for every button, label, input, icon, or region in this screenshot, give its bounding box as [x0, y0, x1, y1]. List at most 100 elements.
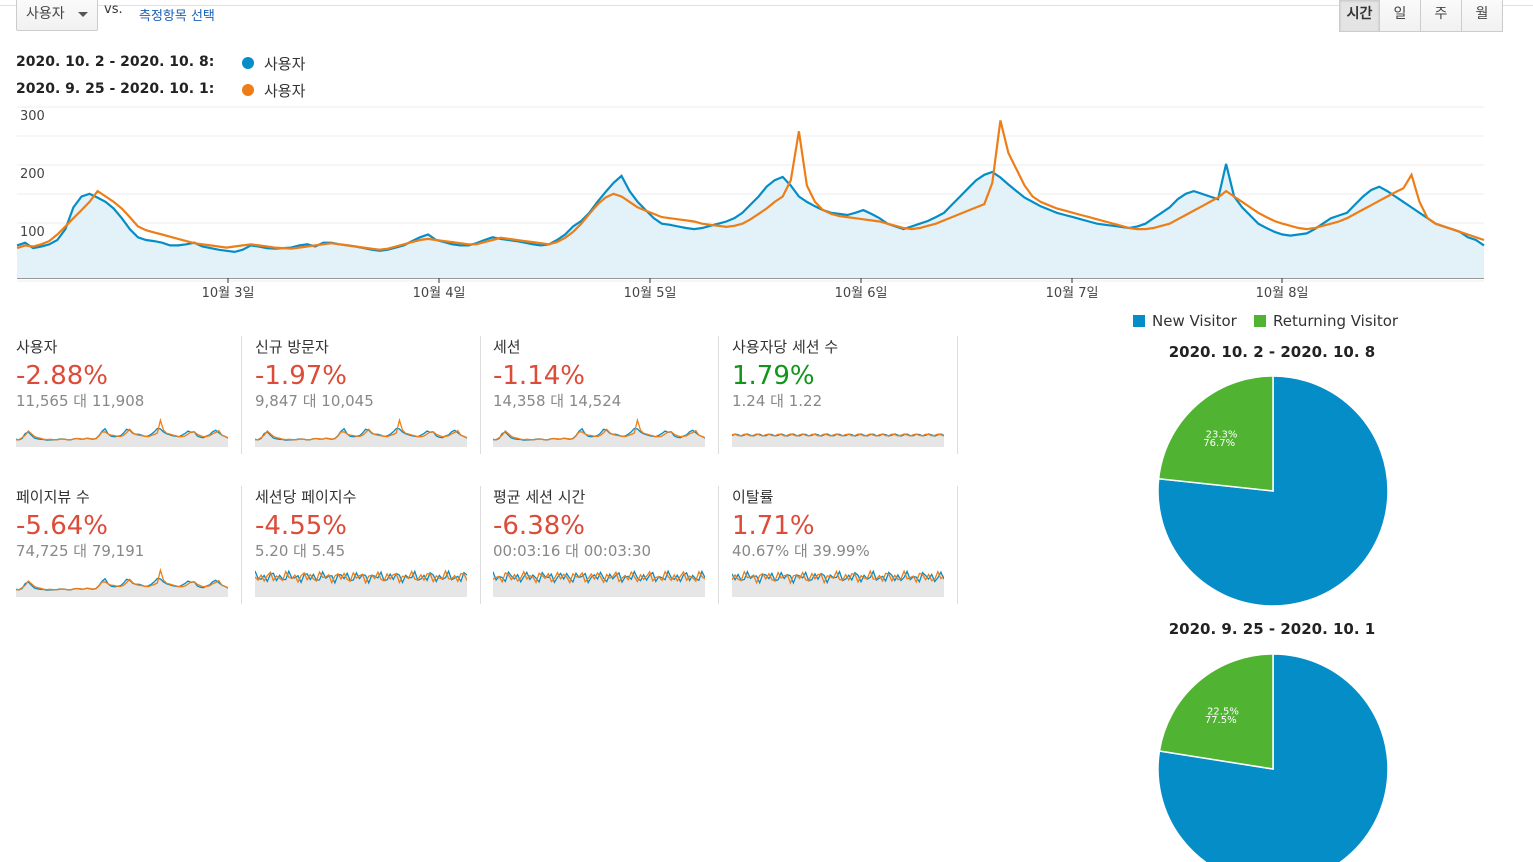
metric-sparkline: [732, 433, 944, 447]
metric-select[interactable]: 사용자: [16, 0, 98, 31]
metric-sparkline: [493, 417, 705, 447]
x-tick-label: 10월 8일: [1256, 286, 1309, 301]
metric-sparkline: [255, 569, 467, 597]
sparkline-area: [493, 428, 705, 447]
pie-title-previous: 2020. 9. 25 - 2020. 10. 1: [1168, 620, 1376, 638]
sparkline-previous: [732, 433, 944, 437]
metric-compare-values: 40.67% 대 39.99%: [732, 542, 870, 560]
dropdown-caret-icon: [78, 12, 88, 17]
metric-separator: [718, 336, 719, 454]
metric-sparkline: [732, 569, 944, 597]
x-tick-label: 10월 4일: [413, 286, 466, 301]
metric-change: -1.14%: [493, 361, 585, 391]
metric-change: 1.71%: [732, 511, 815, 541]
sparkline-area: [732, 434, 944, 447]
x-tick-label: 10월 5일: [624, 286, 677, 301]
legend-previous-range: 2020. 9. 25 - 2020. 10. 1:: [16, 81, 215, 97]
sparkline-area: [255, 428, 467, 447]
sparkline-previous: [732, 569, 944, 585]
metric-compare-values: 14,358 대 14,524: [493, 392, 622, 410]
vs-label: vs.: [104, 2, 123, 17]
metric-compare-values: 9,847 대 10,045: [255, 392, 374, 410]
metric-sparkline: [493, 569, 705, 597]
metric-tile[interactable]: 신규 방문자 -1.97% 9,847 대 10,045: [255, 336, 480, 447]
metric-compare-values: 00:03:16 대 00:03:30: [493, 542, 652, 560]
metric-name: 이탈률: [732, 488, 774, 506]
metric-name: 평균 세션 시간: [493, 488, 586, 506]
sparkline-area: [16, 428, 228, 447]
sparkline-previous: [255, 417, 467, 441]
metric-name: 페이지뷰 수: [16, 488, 90, 506]
metric-change: -1.97%: [255, 361, 347, 391]
pie-chart-previous[interactable]: 22.5%77.5%: [1140, 643, 1405, 862]
sparkline-previous: [493, 417, 705, 441]
new-visitor-legend[interactable]: New Visitor: [1152, 312, 1237, 330]
y-tick-100: 100: [20, 225, 45, 240]
metric-tile[interactable]: 평균 세션 시간 -6.38% 00:03:16 대 00:03:30: [493, 486, 718, 597]
granularity-switcher: 시간 일 주 월: [1339, 0, 1503, 33]
metric-separator: [241, 486, 242, 604]
pie-label-new: 77.5%: [1205, 715, 1237, 726]
returning-visitor-legend[interactable]: Returning Visitor: [1273, 312, 1399, 330]
pie-label-returning: 22.5%: [1207, 706, 1239, 717]
metric-name: 세션: [493, 338, 521, 356]
metric-sparkline: [255, 417, 467, 447]
metric-change: -2.88%: [16, 361, 108, 391]
metric-change: 1.79%: [732, 361, 815, 391]
legend-previous-metric[interactable]: 사용자: [264, 82, 306, 100]
returning-visitor-swatch-icon: [1254, 315, 1266, 327]
metric-tile[interactable]: 세션 -1.14% 14,358 대 14,524: [493, 336, 718, 447]
metric-name: 세션당 페이지수: [255, 488, 357, 506]
legend-orange-dot-icon: [242, 84, 254, 96]
metric-separator: [241, 336, 242, 454]
x-tick-label: 10월 7일: [1046, 286, 1099, 301]
pie-slice-new[interactable]: [1157, 653, 1389, 862]
granularity-week-button[interactable]: 주: [1421, 0, 1462, 32]
metric-sparkline: [16, 567, 228, 597]
sparkline-previous: [16, 417, 228, 441]
metric-separator: [957, 486, 958, 604]
metric-tile[interactable]: 사용자 -2.88% 11,565 대 11,908: [16, 336, 241, 447]
series-area-current: [17, 163, 1484, 278]
new-visitor-swatch-icon: [1133, 315, 1145, 327]
series-line-previous: [16, 120, 1485, 251]
metric-separator: [480, 336, 481, 454]
y-tick-200: 200: [20, 167, 45, 182]
pie-title-current: 2020. 10. 2 - 2020. 10. 8: [1168, 343, 1376, 361]
granularity-hour-button[interactable]: 시간: [1339, 0, 1380, 32]
legend-current-range: 2020. 10. 2 - 2020. 10. 8:: [16, 54, 215, 70]
metric-separator: [480, 486, 481, 604]
metric-name: 신규 방문자: [255, 338, 329, 356]
legend-blue-dot-icon: [242, 57, 254, 69]
granularity-day-button[interactable]: 일: [1380, 0, 1421, 32]
metric-change: -6.38%: [493, 511, 585, 541]
sparkline-previous: [493, 570, 705, 585]
metric-compare-values: 74,725 대 79,191: [16, 542, 145, 560]
y-tick-300: 300: [20, 109, 45, 124]
metric-compare-values: 1.24 대 1.22: [732, 392, 823, 410]
metric-tile[interactable]: 세션당 페이지수 -4.55% 5.20 대 5.45: [255, 486, 480, 597]
metric-tile[interactable]: 이탈률 1.71% 40.67% 대 39.99%: [732, 486, 957, 597]
pie-label-returning: 23.3%: [1206, 430, 1238, 441]
pie-chart-current[interactable]: 23.3%76.7%: [1140, 365, 1405, 625]
x-tick-label: 10월 6일: [835, 286, 888, 301]
select-compare-metric-link[interactable]: 측정항목 선택: [139, 9, 215, 24]
metric-select-value: 사용자: [26, 6, 65, 22]
legend-current-metric[interactable]: 사용자: [264, 55, 306, 73]
sparkline-current: [255, 569, 467, 585]
x-tick-label: 10월 3일: [202, 286, 255, 301]
series-line-current: [16, 163, 1485, 254]
metric-separator: [718, 486, 719, 604]
metric-name: 사용자: [16, 338, 58, 356]
users-line-chart[interactable]: 300 200 100 10월 3일 10월 4일 10월 5일 10월 6일 10월 …: [0, 100, 1500, 310]
pie-slice-returning[interactable]: [1157, 375, 1274, 492]
metric-tile[interactable]: 페이지뷰 수 -5.64% 74,725 대 79,191: [16, 486, 241, 597]
metric-tile[interactable]: 사용자당 세션 수 1.79% 1.24 대 1.22: [732, 336, 957, 447]
metric-sparkline: [16, 417, 228, 447]
metric-compare-values: 5.20 대 5.45: [255, 542, 346, 560]
sparkline-previous: [16, 567, 228, 591]
granularity-month-button[interactable]: 월: [1462, 0, 1503, 32]
metric-compare-values: 11,565 대 11,908: [16, 392, 145, 410]
pie-slice-returning[interactable]: [1158, 653, 1274, 770]
sparkline-previous: [255, 569, 467, 585]
